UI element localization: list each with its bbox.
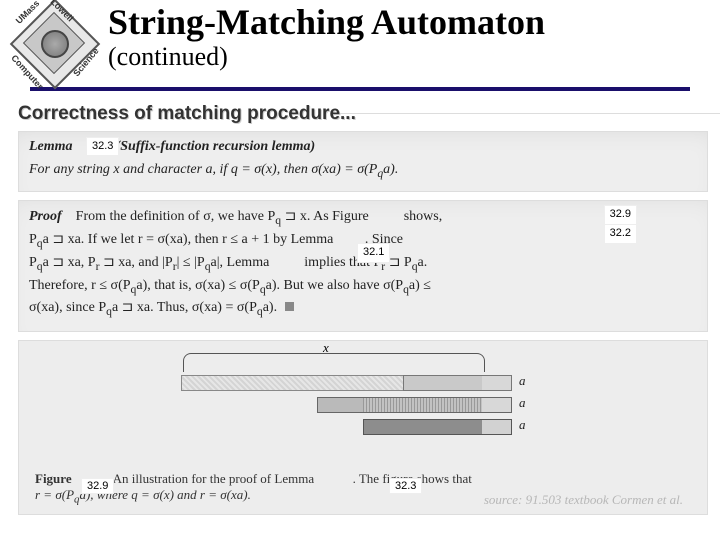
bar-row3-mid xyxy=(363,419,483,435)
title-block: String-Matching Automaton (continued) xyxy=(98,2,545,72)
slide-title: String-Matching Automaton xyxy=(108,4,545,42)
umass-lowell-cs-logo: UMass Lowell Computer Science xyxy=(8,2,98,87)
lemma-ref-overlay-2: 32.1 xyxy=(357,243,390,263)
slide-header: UMass Lowell Computer Science String-Mat… xyxy=(0,0,720,87)
a-label-1: a xyxy=(519,373,526,389)
content-area: Lemma (Suffix-function recursion lemma) … xyxy=(18,131,708,515)
bar-row1-left xyxy=(181,375,404,391)
lemma-block: Lemma (Suffix-function recursion lemma) … xyxy=(18,131,708,192)
bar-row1-end xyxy=(482,375,512,391)
figure-block: x a a a Figure An illustration for the p… xyxy=(18,340,708,515)
lemma-word: Lemma xyxy=(29,139,73,154)
a-label-2: a xyxy=(519,395,526,411)
proof-label: Proof xyxy=(29,209,62,224)
brace-line xyxy=(183,353,485,372)
slide-subtitle: (continued) xyxy=(108,42,545,72)
figure-lemma-overlay: 32.3 xyxy=(389,478,422,494)
header-divider xyxy=(30,87,690,91)
a-label-3: a xyxy=(519,417,526,433)
bar-row2-end xyxy=(482,397,512,413)
qed-box xyxy=(285,302,294,311)
lemma-number-overlay: 32.3 xyxy=(86,137,119,156)
proof-block: Proof From the definition of σ, we have … xyxy=(18,200,708,332)
section-heading: Correctness of matching procedure... xyxy=(0,99,720,127)
bar-row3-end xyxy=(482,419,512,435)
lemma-title-row: Lemma (Suffix-function recursion lemma) xyxy=(29,138,697,157)
lemma-title-suffix: (Suffix-function recursion lemma) xyxy=(116,139,316,154)
lemma-ref-overlay-1: 32.2 xyxy=(604,224,637,244)
figure-ref-overlay: 32.9 xyxy=(604,205,637,225)
lemma-statement: For any string x and character a, if q =… xyxy=(29,161,697,182)
figure-diagram: x a a a xyxy=(163,353,563,453)
bar-row1-mid xyxy=(403,375,483,391)
bar-row2-mid xyxy=(363,397,483,413)
brace-label: x xyxy=(323,340,329,356)
figure-num-overlay: 32.9 xyxy=(81,478,114,494)
